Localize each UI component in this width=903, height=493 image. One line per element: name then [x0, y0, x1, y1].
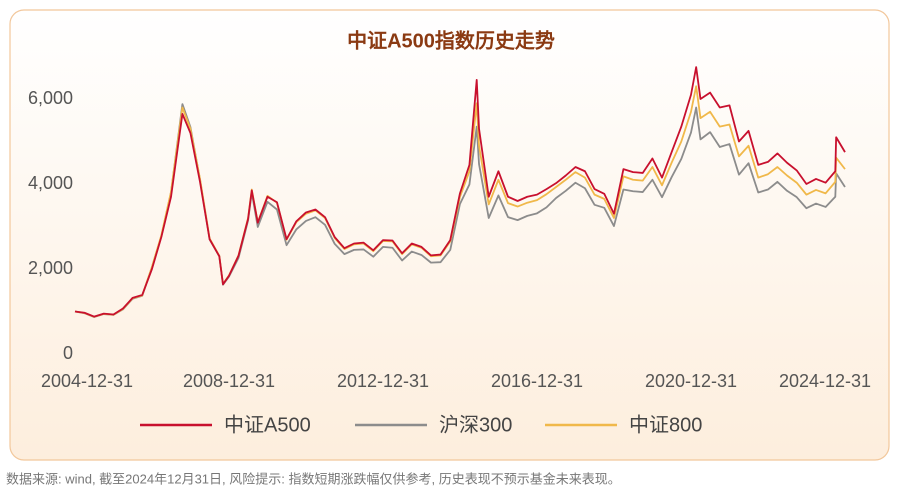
chart-title: 中证A500指数历史走势 — [347, 28, 555, 52]
x-tick-label: 2020-12-31 — [645, 371, 737, 391]
x-tick-label: 2016-12-31 — [491, 371, 583, 391]
y-tick-label: 4,000 — [28, 173, 73, 193]
card — [9, 9, 890, 461]
series-line — [74, 66, 846, 318]
x-tick-label: 2012-12-31 — [337, 371, 429, 391]
footnote: 数据来源: wind, 截至2024年12月31日, 风险提示: 指数短期涨跌幅… — [6, 471, 621, 486]
legend-label: 中证A500 — [224, 413, 311, 436]
y-tick-label: 0 — [63, 343, 73, 363]
y-tick-label: 6,000 — [28, 88, 73, 108]
x-tick-label: 2008-12-31 — [183, 371, 275, 391]
legend-label: 沪深300 — [439, 413, 512, 436]
y-tick-label: 2,000 — [28, 258, 73, 278]
x-tick-label: 2004-12-31 — [41, 371, 133, 391]
x-tick-label: 2024-12-31 — [779, 371, 871, 391]
legend-label: 中证800 — [629, 413, 702, 436]
